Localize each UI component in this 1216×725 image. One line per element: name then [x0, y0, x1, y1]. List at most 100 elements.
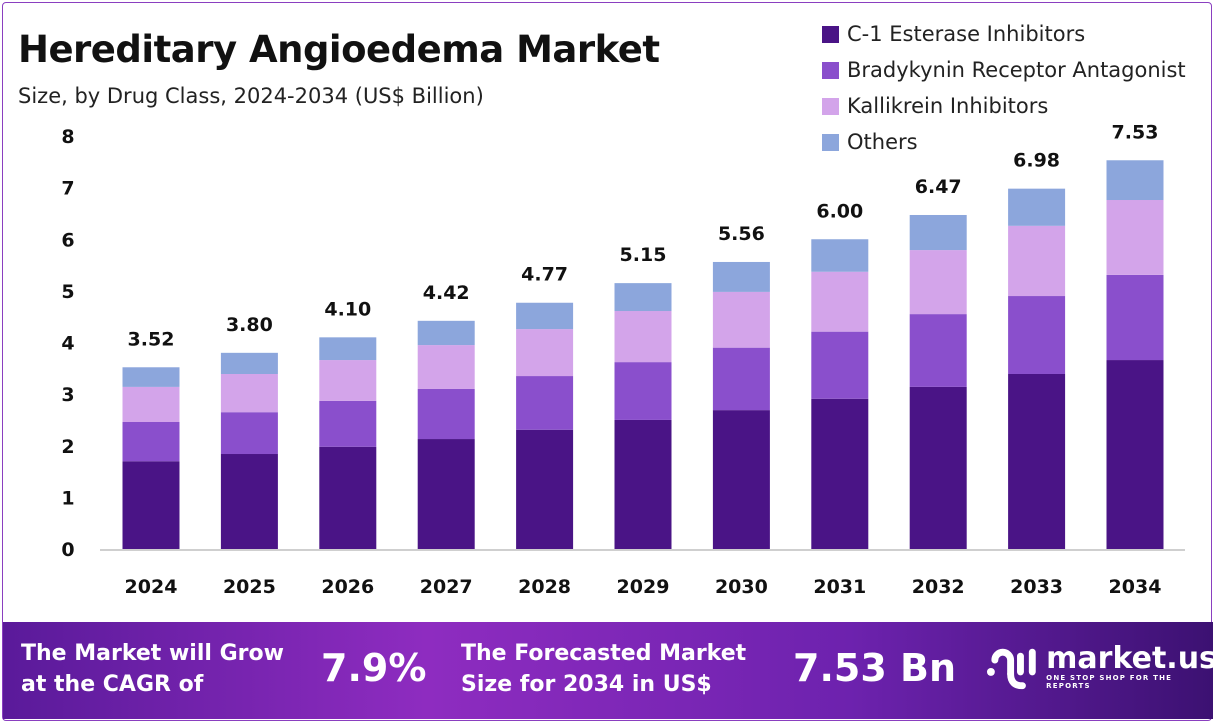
legend-swatch: [822, 25, 839, 43]
legend-item-bradykynin: Bradykynin Receptor Antagonist: [822, 52, 1186, 88]
total-data-label: 3.52: [128, 328, 175, 350]
chart-subtitle: Size, by Drug Class, 2024-2034 (US$ Bill…: [18, 84, 484, 108]
total-data-label: 6.00: [816, 200, 863, 222]
bar-segment-kallikrein-inhibitors: [614, 311, 672, 363]
x-tick-label: 2033: [1010, 576, 1063, 598]
total-data-label: 4.10: [324, 298, 371, 320]
logo-tagline: ONE STOP SHOP FOR THE REPORTS: [1046, 674, 1173, 690]
y-tick-label: 0: [61, 539, 74, 561]
bar-segment-others: [417, 320, 475, 346]
x-tick-label: 2032: [912, 576, 965, 598]
bar-segment-others: [909, 214, 967, 251]
y-tick-label: 7: [61, 178, 74, 200]
legend-swatch: [822, 133, 839, 151]
total-data-label: 3.80: [226, 314, 273, 336]
bar-segment-c-1-esterase-inhibitors: [811, 398, 869, 549]
legend-swatch: [822, 97, 839, 115]
x-tick-label: 2029: [617, 576, 670, 598]
bar-segment-others: [516, 302, 574, 330]
bar-segment-bradykynin-receptor-antagonist: [1106, 274, 1164, 361]
x-tick-label: 2031: [813, 576, 866, 598]
total-data-label: 5.15: [620, 244, 667, 266]
bar-segment-c-1-esterase-inhibitors: [417, 439, 475, 549]
total-data-label: 5.56: [718, 223, 765, 245]
bar-segment-others: [1106, 160, 1164, 201]
bar-segment-c-1-esterase-inhibitors: [220, 454, 278, 549]
bar-segment-c-1-esterase-inhibitors: [122, 461, 180, 549]
summary-banner: The Market will Grow at the CAGR of 7.9%…: [3, 622, 1216, 719]
y-tick-label: 2: [61, 436, 74, 458]
legend-swatch: [822, 61, 839, 79]
bar-segment-bradykynin-receptor-antagonist: [712, 347, 770, 411]
legend-item-kallikrein: Kallikrein Inhibitors: [822, 88, 1186, 124]
y-tick-label: 3: [61, 384, 74, 406]
y-tick-label: 4: [61, 333, 74, 355]
stacked-bar-chart: 0 1 2 3 4 5 6 7 8 3.52 2024 3.80 2025 4.10 2026 4.42 202…: [61, 121, 1185, 598]
x-tick-label: 2026: [321, 576, 374, 598]
bar-segment-bradykynin-receptor-antagonist: [1008, 296, 1066, 374]
y-tick-label: 1: [61, 487, 74, 509]
x-tick-label: 2027: [420, 576, 473, 598]
bar-segment-bradykynin-receptor-antagonist: [614, 362, 672, 420]
bar-segment-others: [712, 261, 770, 292]
y-tick-label: 5: [61, 281, 74, 303]
bar-segment-others: [122, 367, 180, 387]
total-data-label: 4.42: [423, 282, 470, 304]
bar-segment-kallikrein-inhibitors: [417, 345, 475, 389]
bar-segment-c-1-esterase-inhibitors: [712, 410, 770, 549]
x-tick-label: 2025: [223, 576, 276, 598]
chart-title: Hereditary Angioedema Market: [18, 28, 660, 71]
cagr-label: The Market will Grow at the CAGR of: [21, 641, 284, 697]
bar-segment-c-1-esterase-inhibitors: [909, 386, 967, 549]
market-us-logo-icon: [986, 648, 1036, 690]
bar-segment-bradykynin-receptor-antagonist: [417, 388, 475, 440]
x-tick-label: 2028: [518, 576, 571, 598]
logo-name: market.us: [1046, 641, 1216, 676]
bar-segment-kallikrein-inhibitors: [1106, 200, 1164, 275]
bar-segment-others: [319, 337, 377, 361]
bar-segment-kallikrein-inhibitors: [712, 291, 770, 348]
bar-segment-kallikrein-inhibitors: [516, 329, 574, 377]
total-data-label: 6.98: [1013, 150, 1060, 172]
bar-segment-c-1-esterase-inhibitors: [1106, 360, 1164, 549]
bar-segment-kallikrein-inhibitors: [811, 271, 869, 332]
bar-segment-c-1-esterase-inhibitors: [1008, 373, 1066, 549]
bar-segment-kallikrein-inhibitors: [1008, 225, 1066, 297]
bar-segment-kallikrein-inhibitors: [909, 250, 967, 315]
legend-label: Others: [847, 130, 918, 154]
legend: C-1 Esterase Inhibitors Bradykynin Recep…: [822, 16, 1186, 160]
legend-item-others: Others: [822, 124, 1186, 160]
total-data-label: 4.77: [521, 264, 568, 286]
bar-segment-kallikrein-inhibitors: [220, 373, 278, 413]
total-data-label: 7.53: [1112, 121, 1159, 143]
bar-segment-others: [614, 283, 672, 312]
market-us-logo: market.us ONE STOP SHOP FOR THE REPORTS: [985, 642, 1216, 692]
bar-segment-c-1-esterase-inhibitors: [516, 429, 574, 549]
bar-segment-c-1-esterase-inhibitors: [614, 419, 672, 549]
x-tick-label: 2024: [125, 576, 178, 598]
bar-segment-bradykynin-receptor-antagonist: [319, 400, 377, 447]
forecast-value: 7.53 Bn: [793, 646, 957, 690]
bar-segment-bradykynin-receptor-antagonist: [516, 376, 574, 430]
y-tick-label: 6: [61, 229, 74, 251]
total-data-label: 6.47: [915, 176, 962, 198]
bar-segment-bradykynin-receptor-antagonist: [122, 422, 180, 462]
legend-label: C-1 Esterase Inhibitors: [847, 22, 1086, 46]
bar-segment-others: [220, 352, 278, 374]
bar-segment-others: [1008, 188, 1066, 226]
forecast-label: The Forecasted Market Size for 2034 in U…: [461, 641, 747, 697]
bar-segment-kallikrein-inhibitors: [122, 386, 180, 423]
bar-segment-bradykynin-receptor-antagonist: [811, 331, 869, 399]
bar-segment-kallikrein-inhibitors: [319, 360, 377, 401]
bar-segment-bradykynin-receptor-antagonist: [220, 412, 278, 455]
x-tick-label: 2034: [1109, 576, 1162, 598]
bar-segment-bradykynin-receptor-antagonist: [909, 314, 967, 387]
legend-label: Kallikrein Inhibitors: [847, 94, 1049, 118]
x-tick-label: 2030: [715, 576, 768, 598]
bar-segment-others: [811, 239, 869, 272]
legend-item-c1: C-1 Esterase Inhibitors: [822, 16, 1186, 52]
bar-segment-c-1-esterase-inhibitors: [319, 446, 377, 549]
y-tick-label: 8: [61, 126, 74, 148]
legend-label: Bradykynin Receptor Antagonist: [847, 58, 1186, 82]
